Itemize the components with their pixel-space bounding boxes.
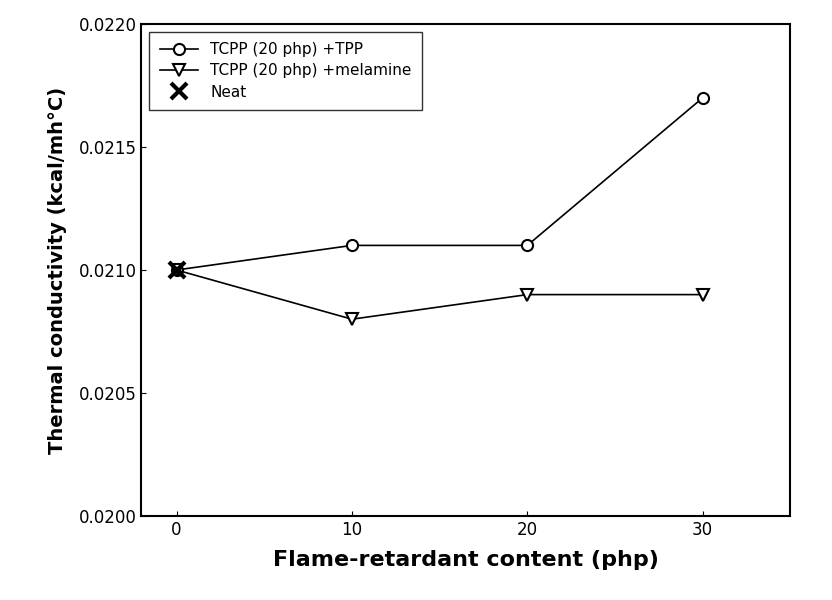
TCPP (20 php) +TPP [347, 242, 357, 249]
TCPP (20 php) +TPP [698, 94, 708, 101]
Line: TCPP (20 php) +TPP: TCPP (20 php) +TPP [171, 92, 708, 275]
Legend: TCPP (20 php) +TPP, TCPP (20 php) +melamine, Neat: TCPP (20 php) +TPP, TCPP (20 php) +melam… [149, 32, 423, 110]
TCPP (20 php) +TPP [522, 242, 532, 249]
TCPP (20 php) +melamine [347, 316, 357, 323]
TCPP (20 php) +melamine [698, 291, 708, 298]
Line: TCPP (20 php) +melamine: TCPP (20 php) +melamine [171, 265, 708, 325]
Y-axis label: Thermal conductivity (kcal/mh°C): Thermal conductivity (kcal/mh°C) [48, 86, 67, 454]
TCPP (20 php) +TPP [171, 266, 181, 274]
X-axis label: Flame-retardant content (php): Flame-retardant content (php) [273, 550, 659, 570]
TCPP (20 php) +melamine [522, 291, 532, 298]
TCPP (20 php) +melamine [171, 266, 181, 274]
